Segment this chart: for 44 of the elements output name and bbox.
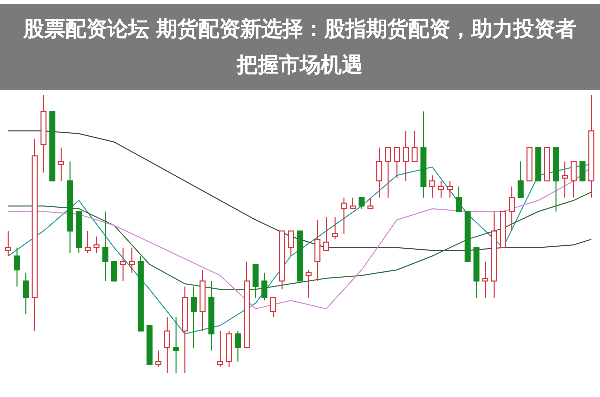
candlestick — [350, 197, 356, 210]
candlestick — [306, 270, 312, 298]
candlestick — [341, 197, 348, 234]
candlestick — [376, 147, 383, 198]
candlestick — [84, 230, 91, 254]
candlestick — [111, 261, 118, 282]
candlestick — [288, 230, 294, 257]
candlestick — [58, 147, 64, 182]
candlestick — [314, 220, 321, 282]
candlestick — [447, 180, 454, 198]
candlestick — [430, 175, 436, 198]
chart-title: 股票配资论坛 期货配资新选择：股指期货配资，助力投资者把握市场机遇 — [0, 4, 600, 90]
candlestick — [217, 330, 224, 368]
candlestick — [456, 186, 462, 212]
candlestick — [412, 130, 418, 162]
candlestick — [5, 230, 12, 257]
candlestick — [368, 197, 374, 210]
candlestick — [235, 330, 242, 362]
candlestick — [518, 161, 524, 198]
candlestick — [173, 316, 180, 374]
candlestick — [262, 272, 268, 302]
candlestick — [394, 147, 400, 179]
candlestick — [156, 350, 162, 368]
candlestick — [570, 161, 577, 198]
candlestick — [190, 286, 197, 348]
candlestick — [509, 186, 516, 232]
candlestick — [324, 216, 330, 252]
candlestick — [129, 247, 136, 274]
candlestick — [252, 264, 259, 298]
candlestick — [14, 247, 20, 288]
candlestick — [120, 247, 126, 282]
candlestick — [482, 261, 489, 298]
candlestick — [385, 147, 392, 198]
candlestick — [23, 272, 30, 316]
candlestick — [102, 211, 109, 282]
candlestick — [164, 316, 170, 374]
candlestick — [403, 130, 410, 182]
candlestick — [332, 216, 338, 240]
candlestick — [580, 161, 586, 182]
candlestick — [270, 297, 276, 318]
candlestick — [94, 236, 100, 254]
candlestick — [438, 180, 444, 198]
candlestick — [358, 197, 365, 210]
candlestick — [562, 161, 568, 198]
